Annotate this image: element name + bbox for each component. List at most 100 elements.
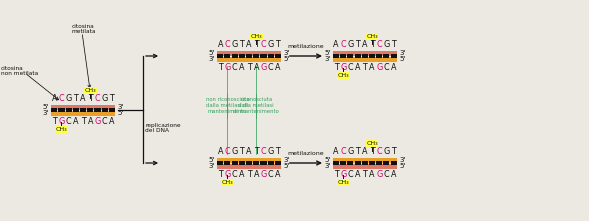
- Bar: [239, 54, 245, 58]
- Text: 5': 5': [42, 104, 49, 110]
- Text: T: T: [370, 40, 375, 49]
- Text: T: T: [218, 63, 223, 72]
- Text: T: T: [391, 147, 396, 156]
- Bar: [253, 54, 259, 58]
- Bar: [51, 108, 57, 112]
- Bar: [65, 110, 72, 112]
- Text: 3': 3': [399, 50, 406, 56]
- Bar: [333, 51, 397, 55]
- Text: G: G: [348, 147, 353, 156]
- Text: G: G: [348, 40, 353, 49]
- Text: T: T: [276, 147, 280, 156]
- Text: T: T: [355, 147, 360, 156]
- Text: G: G: [376, 170, 382, 179]
- Text: C: C: [340, 147, 346, 156]
- Text: A: A: [246, 40, 252, 49]
- Bar: [376, 54, 382, 58]
- Text: C: C: [348, 63, 353, 72]
- Bar: [340, 161, 346, 162]
- Bar: [274, 161, 281, 162]
- Bar: [72, 108, 79, 112]
- Text: CH₃: CH₃: [366, 34, 378, 39]
- Text: A: A: [217, 147, 223, 156]
- Text: C: C: [58, 94, 64, 103]
- Text: 3': 3': [283, 157, 290, 163]
- Bar: [376, 164, 382, 165]
- Bar: [253, 164, 259, 165]
- Bar: [362, 161, 368, 165]
- Bar: [65, 108, 72, 112]
- Text: 3': 3': [324, 56, 330, 62]
- Bar: [239, 161, 245, 165]
- Text: 3': 3': [324, 163, 330, 169]
- Text: A: A: [333, 40, 339, 49]
- Bar: [224, 54, 230, 55]
- Bar: [231, 57, 238, 58]
- Bar: [348, 54, 353, 55]
- Text: 5': 5': [283, 163, 290, 169]
- Bar: [246, 161, 252, 162]
- Bar: [87, 108, 93, 109]
- Text: 5': 5': [209, 157, 214, 163]
- Text: C: C: [383, 63, 389, 72]
- Bar: [333, 57, 339, 58]
- Text: C: C: [340, 40, 346, 49]
- Text: G: G: [376, 63, 382, 72]
- Text: T: T: [333, 63, 338, 72]
- Bar: [267, 161, 274, 165]
- Text: G: G: [231, 147, 238, 156]
- Text: CH₃: CH₃: [84, 88, 96, 93]
- Text: CH₃: CH₃: [366, 141, 378, 146]
- Bar: [87, 108, 93, 112]
- Text: A: A: [362, 40, 368, 49]
- Bar: [391, 161, 397, 165]
- Text: A: A: [253, 170, 259, 179]
- Bar: [224, 164, 230, 165]
- Text: C: C: [260, 147, 266, 156]
- Text: G: G: [58, 117, 65, 126]
- Text: T: T: [355, 40, 360, 49]
- Bar: [369, 54, 375, 55]
- Bar: [391, 57, 397, 58]
- Bar: [383, 54, 389, 55]
- Text: A: A: [51, 94, 57, 103]
- Bar: [340, 164, 346, 165]
- Text: citosina
non metilata: citosina non metilata: [1, 66, 38, 76]
- Text: 5': 5': [283, 56, 290, 62]
- Bar: [260, 164, 266, 165]
- Bar: [224, 57, 230, 58]
- Bar: [253, 161, 259, 165]
- Bar: [72, 108, 79, 109]
- Bar: [333, 54, 339, 58]
- Bar: [231, 54, 238, 58]
- Bar: [333, 164, 397, 168]
- Bar: [224, 161, 230, 162]
- Text: CH₃: CH₃: [55, 127, 67, 132]
- Text: C: C: [383, 170, 389, 179]
- Bar: [101, 108, 108, 112]
- Text: T: T: [81, 117, 85, 126]
- Bar: [58, 108, 65, 109]
- Text: A: A: [253, 63, 259, 72]
- Text: A: A: [73, 117, 78, 126]
- Bar: [231, 161, 238, 165]
- Text: A: A: [246, 147, 252, 156]
- Text: T: T: [247, 170, 252, 179]
- Text: replicazione
del DNA: replicazione del DNA: [145, 123, 181, 133]
- Bar: [348, 57, 353, 58]
- Bar: [246, 54, 252, 58]
- Text: T: T: [239, 147, 244, 156]
- Bar: [348, 164, 353, 165]
- Text: A: A: [355, 63, 360, 72]
- Text: T: T: [88, 94, 92, 103]
- Bar: [217, 158, 281, 162]
- Text: T: T: [362, 63, 367, 72]
- Bar: [362, 54, 368, 55]
- Text: C: C: [232, 63, 237, 72]
- Text: G: G: [260, 63, 267, 72]
- Bar: [383, 161, 389, 162]
- Bar: [109, 108, 115, 112]
- Bar: [217, 164, 281, 168]
- Text: T: T: [276, 40, 280, 49]
- Text: T: T: [362, 170, 367, 179]
